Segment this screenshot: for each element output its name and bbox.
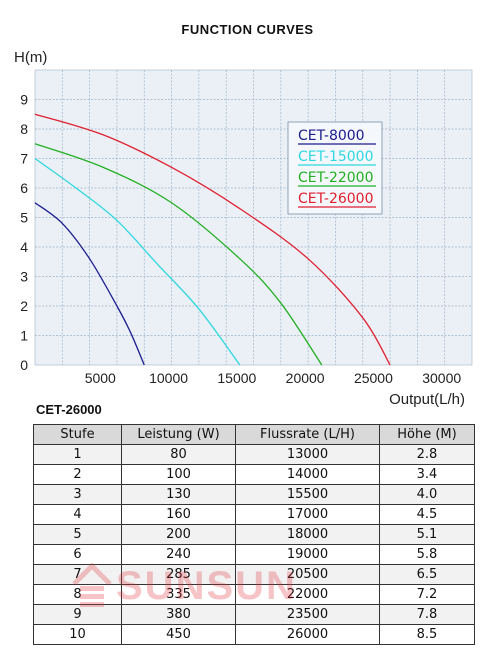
cell-leistung: 380 [121,604,236,625]
cell-stufe: 7 [33,564,122,585]
chart-title: FUNCTION CURVES [181,22,314,37]
cell-stufe: 1 [33,444,122,465]
cell-hoehe: 7.8 [379,604,475,625]
cell-stufe: 10 [33,624,122,645]
y-tick-label: 2 [20,298,28,314]
table-row: 2 100 14000 3.4 [33,464,475,485]
table-row: 6 240 19000 5.8 [33,544,475,565]
spec-table: Stufe Leistung (W) Flussrate (L/H) Höhe … [33,424,475,645]
y-tick-label: 3 [20,269,28,285]
cell-leistung: 450 [121,624,236,645]
cell-stufe: 6 [33,544,122,565]
table-header-row: Stufe Leistung (W) Flussrate (L/H) Höhe … [33,424,475,445]
x-tick-label: 30000 [422,370,461,386]
cell-leistung: 100 [121,464,236,485]
x-axis-label: Output(L/h) [389,391,465,408]
cell-flussrate: 17000 [235,504,380,525]
cell-hoehe: 5.8 [379,544,475,565]
curve-cet-8000 [34,202,145,366]
cell-stufe: 3 [33,484,122,505]
table-title: CET-26000 [36,402,102,417]
cell-hoehe: 4.5 [379,504,475,525]
cell-hoehe: 3.4 [379,464,475,485]
y-tick-label: 5 [20,210,28,226]
cell-leistung: 285 [121,564,236,585]
x-tick-label: 15000 [217,370,256,386]
cell-flussrate: 18000 [235,524,380,545]
table-row: 10 450 26000 8.5 [33,624,475,645]
table-row: 9 380 23500 7.8 [33,604,475,625]
cell-stufe: 8 [33,584,122,605]
legend-label-cet-15000: CET-15000 [298,149,373,165]
x-tick-labels: 5000 10000 15000 20000 25000 30000 [85,370,462,386]
cell-stufe: 2 [33,464,122,485]
cell-leistung: 335 [121,584,236,605]
legend-box [287,121,383,215]
table-row: 8 335 22000 7.2 [33,584,475,605]
function-curves-chart: 0 1 2 3 4 5 6 7 8 9 5000 10000 15000 20000 25000 30000… [14,49,473,408]
cell-flussrate: 26000 [235,624,380,645]
legend-label-cet-8000: CET-8000 [298,128,365,144]
cell-leistung: 80 [121,444,236,465]
column-header-stufe: Stufe [33,424,122,445]
cell-leistung: 200 [121,524,236,545]
y-tick-label: 8 [20,121,28,137]
y-tick-label: 1 [20,328,28,344]
cell-leistung: 240 [121,544,236,565]
y-tick-labels: 0 1 2 3 4 5 6 7 8 9 [20,92,28,374]
cell-stufe: 9 [33,604,122,625]
legend: CET-8000 CET-15000 CET-22000 CET-26000 [287,121,383,215]
y-tick-label: 9 [20,92,28,108]
cell-hoehe: 4.0 [379,484,475,505]
cell-flussrate: 20500 [235,564,380,585]
cell-leistung: 160 [121,504,236,525]
column-header-hoehe: Höhe (M) [379,424,475,445]
x-tick-label: 10000 [149,370,188,386]
x-tick-label: 5000 [85,370,116,386]
cell-flussrate: 13000 [235,444,380,465]
cell-hoehe: 7.2 [379,584,475,605]
cell-hoehe: 5.1 [379,524,475,545]
cell-leistung: 130 [121,484,236,505]
cell-hoehe: 2.8 [379,444,475,465]
cell-flussrate: 22000 [235,584,380,605]
curve-cet-26000 [34,113,391,366]
cell-flussrate: 15500 [235,484,380,505]
cell-hoehe: 6.5 [379,564,475,585]
cell-stufe: 5 [33,524,122,545]
curve-cet-22000 [34,143,323,366]
column-header-leistung: Leistung (W) [121,424,236,445]
table-row: 7 285 20500 6.5 [33,564,475,585]
x-tick-label: 25000 [354,370,393,386]
curve-group [34,113,391,366]
cell-hoehe: 8.5 [379,624,475,645]
y-tick-label: 0 [20,357,28,373]
table-row: 5 200 18000 5.1 [33,524,475,545]
table-body: 1 80 13000 2.8 2 100 14000 3.4 3 130 15500 4.0 4 160 1… [33,444,475,645]
x-tick-label: 20000 [286,370,325,386]
cell-flussrate: 23500 [235,604,380,625]
legend-label-cet-26000: CET-26000 [298,191,373,207]
curve-cet-15000 [34,157,241,366]
y-tick-label: 7 [20,151,28,167]
legend-label-cet-22000: CET-22000 [298,170,373,186]
column-header-flussrate: Flussrate (L/H) [235,424,380,445]
y-axis-label: H(m) [14,49,47,66]
table-row: 4 160 17000 4.5 [33,504,475,525]
y-tick-label: 4 [20,239,28,255]
cell-flussrate: 19000 [235,544,380,565]
cell-stufe: 4 [33,504,122,525]
cell-flussrate: 14000 [235,464,380,485]
table-row: 3 130 15500 4.0 [33,484,475,505]
table-row: 1 80 13000 2.8 [33,444,475,465]
y-tick-label: 6 [20,180,28,196]
